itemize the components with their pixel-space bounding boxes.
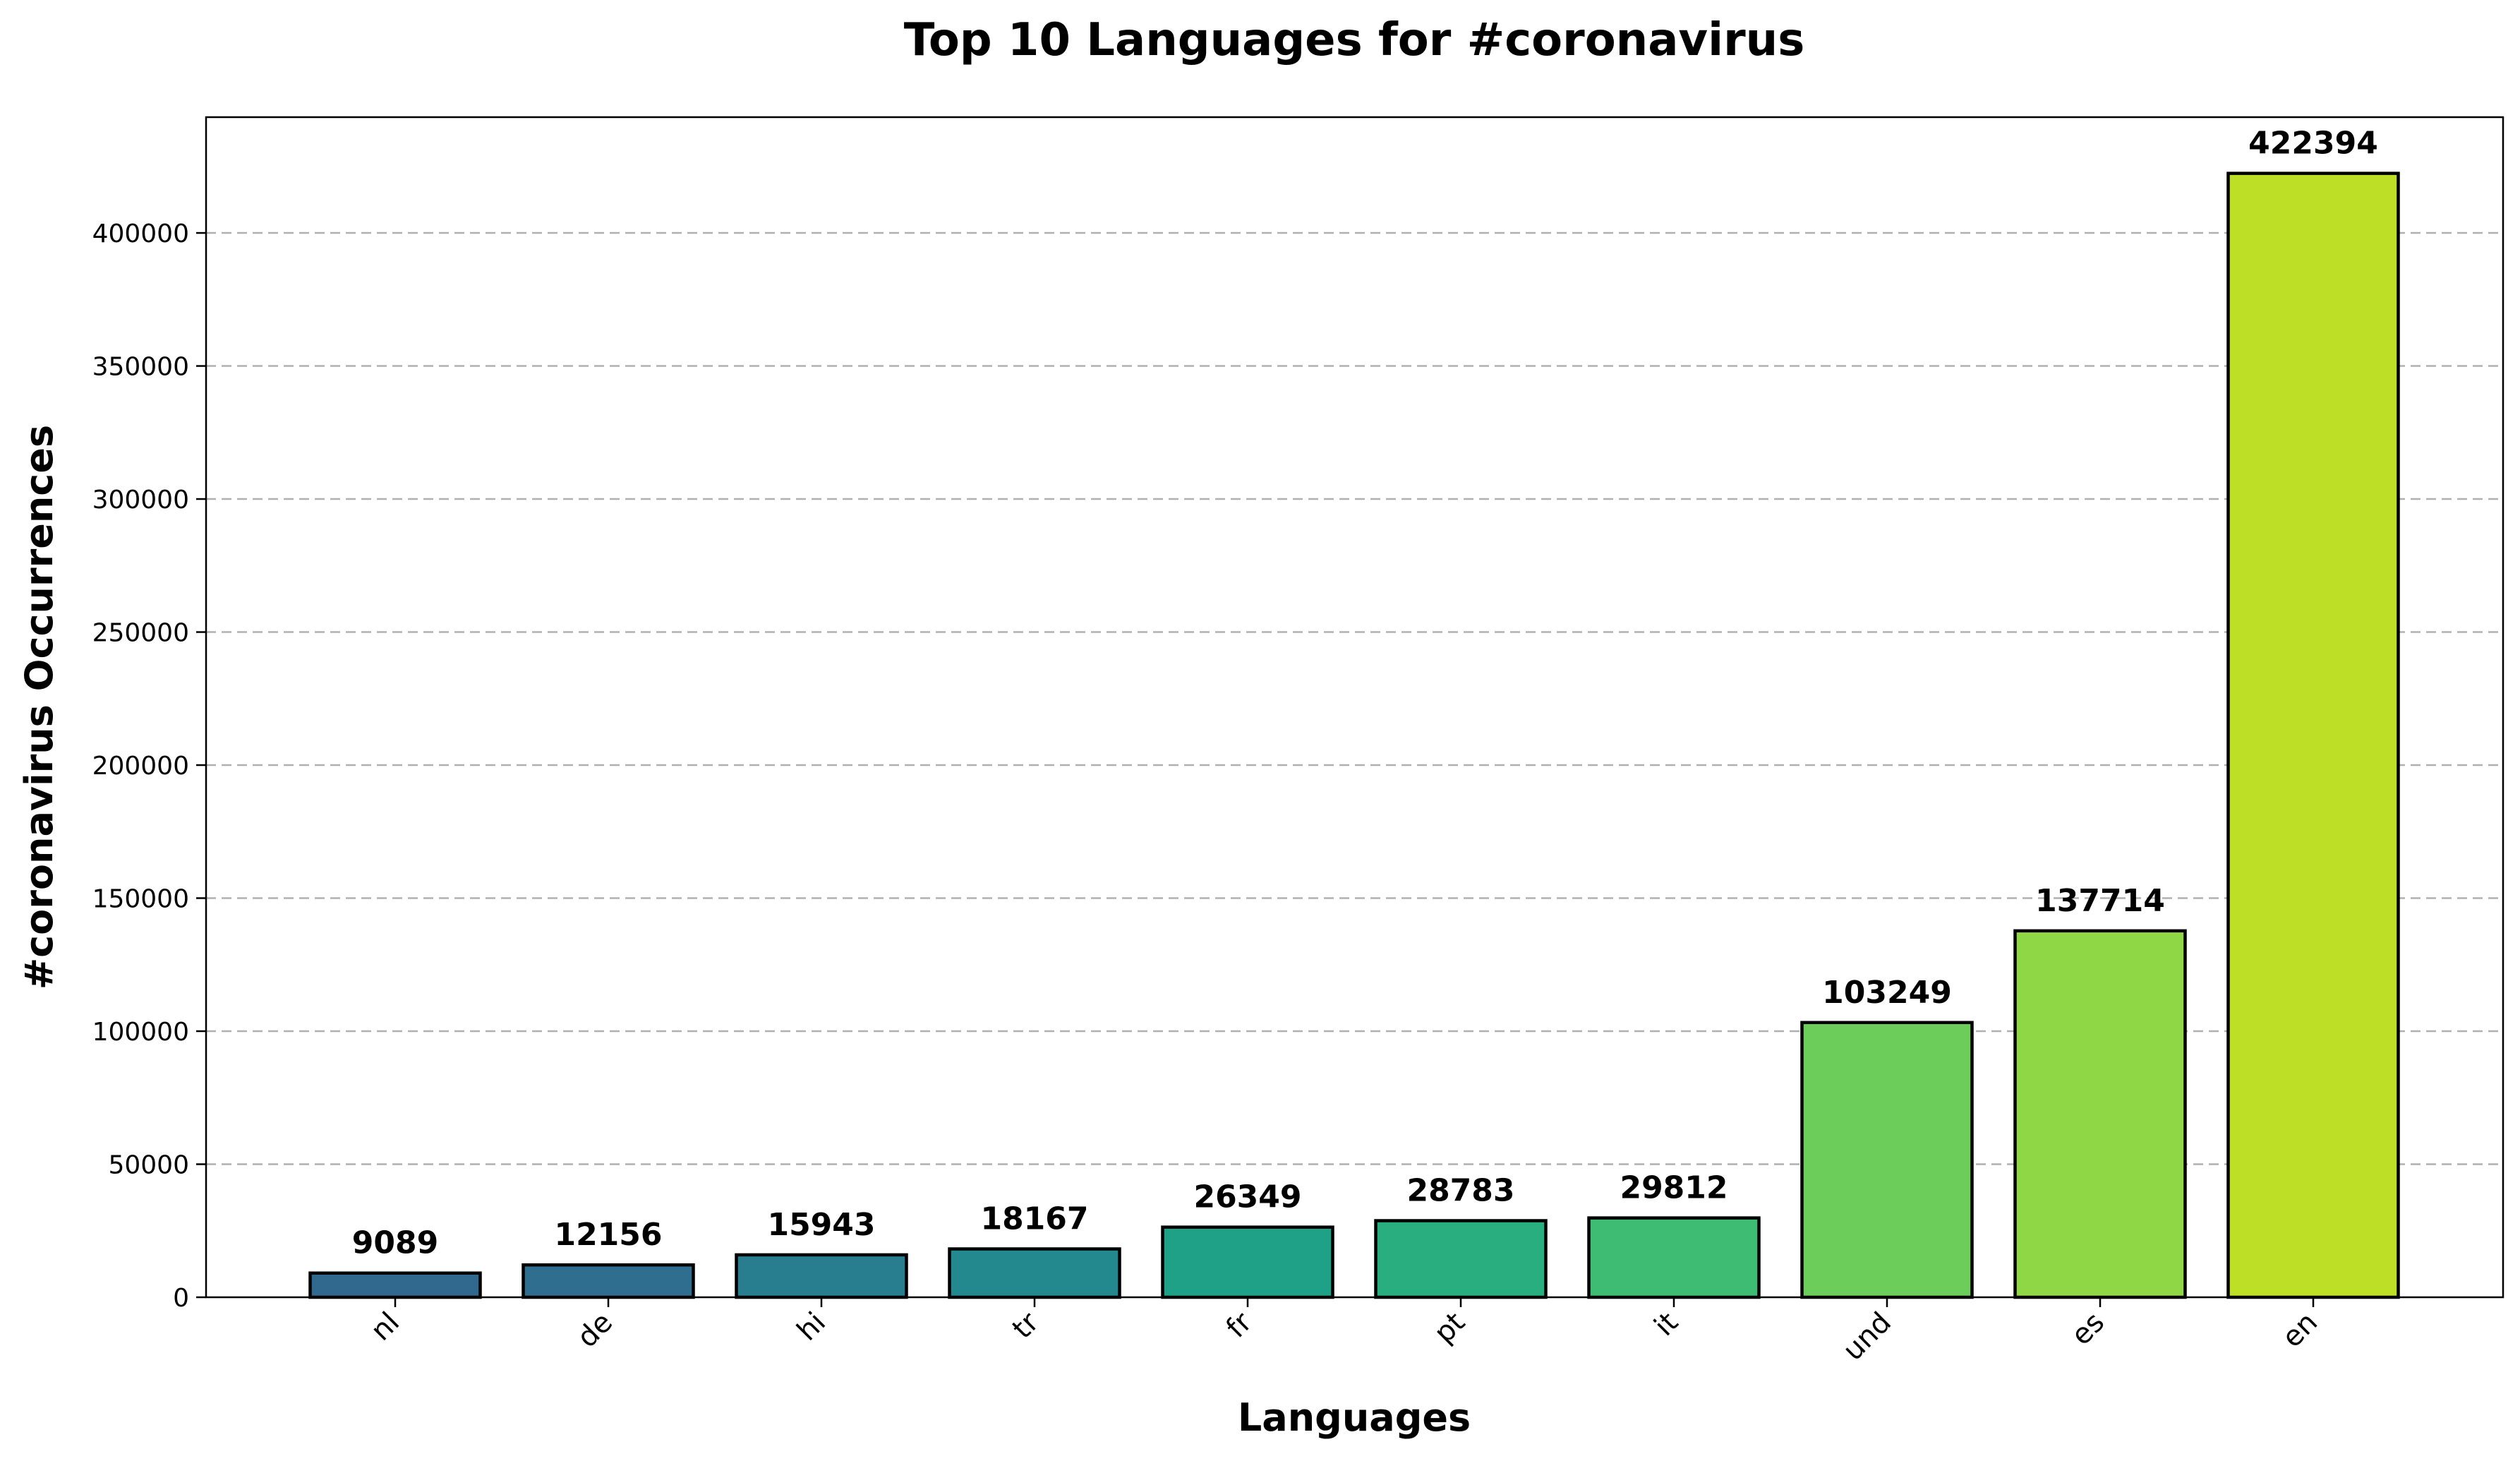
bar-fr	[1161, 1225, 1334, 1299]
x-tick-label: es	[2065, 1306, 2111, 1352]
bar-de	[522, 1263, 695, 1299]
bar-value-label: 137714	[2035, 883, 2165, 919]
y-axis-label: #coronavirus Occurrences	[17, 425, 61, 990]
bar-pt	[1374, 1219, 1548, 1299]
bar-en	[2226, 172, 2400, 1299]
y-tick-label: 300000	[92, 486, 189, 515]
y-tick-label: 0	[173, 1284, 189, 1313]
bar-value-label: 103249	[1822, 975, 1952, 1011]
y-tick-label: 100000	[92, 1018, 189, 1047]
x-tick-label: it	[1648, 1306, 1684, 1342]
x-tick-label: pt	[1428, 1306, 1471, 1350]
x-tick-label: und	[1837, 1306, 1898, 1367]
x-tick-label: fr	[1220, 1306, 1259, 1345]
y-axis-ticks: 0 50000 100000 150000 200000 250000 300000 3500…	[92, 220, 206, 1313]
bars	[308, 172, 2400, 1299]
y-tick-label: 150000	[92, 885, 189, 914]
x-axis-label: Languages	[1238, 1395, 1471, 1440]
y-tick-label: 50000	[108, 1151, 189, 1180]
bar-hi	[735, 1253, 908, 1299]
bar-und	[1800, 1021, 1974, 1299]
y-tick-label: 400000	[92, 220, 189, 248]
x-tick-label: de	[571, 1306, 619, 1354]
bar-value-label: 9089	[352, 1225, 438, 1261]
bar-it	[1587, 1216, 1761, 1299]
bar-value-label: 29812	[1620, 1170, 1728, 1206]
y-tick-label: 250000	[92, 619, 189, 648]
x-tick-label: hi	[791, 1306, 832, 1347]
bar-es	[2013, 929, 2187, 1299]
chart-title: Top 10 Languages for #coronavirus	[904, 14, 1805, 66]
bar-value-label: 28783	[1406, 1172, 1514, 1208]
bar-value-labels: 9089 12156 15943 18167 26349 28783 29812 103249…	[352, 126, 2378, 1261]
x-axis-ticks: nl de hi tr fr pt it und es en	[365, 1297, 2324, 1367]
y-tick-label: 200000	[92, 752, 189, 781]
y-tick-label: 350000	[92, 353, 189, 382]
x-tick-label: tr	[1006, 1306, 1046, 1345]
bar-nl	[308, 1271, 482, 1299]
bar-value-label: 26349	[1193, 1179, 1301, 1215]
bar-tr	[948, 1247, 1121, 1299]
x-tick-label: nl	[365, 1306, 406, 1347]
bar-value-label: 422394	[2248, 126, 2378, 162]
plot-frame	[205, 116, 2504, 1299]
bar-value-label: 18167	[980, 1201, 1088, 1237]
bar-value-label: 12156	[554, 1217, 662, 1253]
x-tick-label: en	[2276, 1306, 2324, 1354]
bar-value-label: 15943	[767, 1207, 875, 1243]
